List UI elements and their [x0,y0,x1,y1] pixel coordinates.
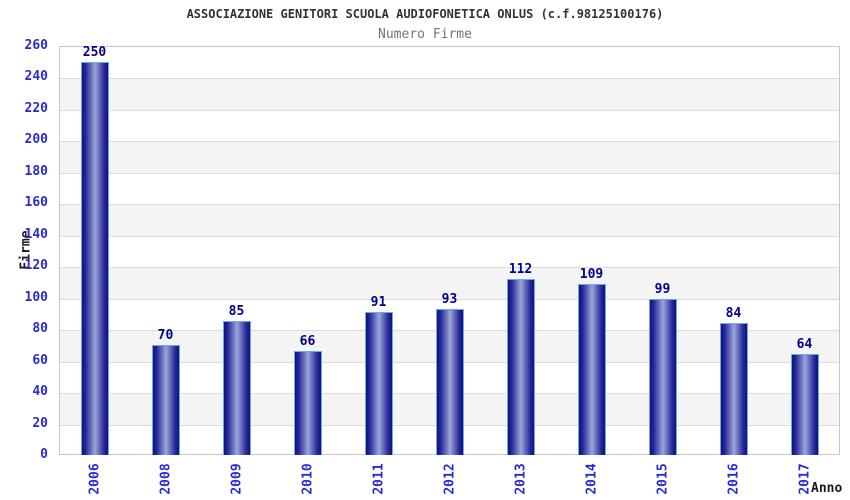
bar-value-label: 250 [82,44,107,60]
chart-title: ASSOCIAZIONE GENITORI SCUOLA AUDIOFONETI… [186,7,664,21]
bar [648,299,677,455]
bar [222,321,251,455]
bar-value-label: 70 [157,327,174,343]
x-tick-label: 2012 [442,463,457,495]
chart-subtitle: Numero Firme [378,27,472,42]
x-tick-label: 2016 [726,463,741,495]
y-tick-label: 0 [40,447,48,462]
bar-value-label: 64 [796,337,813,353]
bar [577,283,606,455]
bar-value-label: 99 [654,282,671,298]
x-axis-title: Anno [811,481,843,496]
x-tick-label: 2015 [655,463,670,495]
grid-band [60,78,839,110]
bar-value-label: 91 [370,294,387,310]
x-tick-label: 2009 [229,463,244,495]
x-tick-label: 2006 [87,463,102,495]
bar [435,308,464,455]
bar [293,351,322,455]
x-tick-label: 2008 [158,463,173,495]
gridline [60,204,839,206]
gridline [60,172,839,174]
x-tick-label: 2011 [371,463,386,495]
bar-value-label: 112 [508,261,533,277]
y-tick-label: 140 [24,226,48,242]
y-tick-label: 120 [24,258,48,274]
y-tick-label: 100 [24,289,48,305]
bar-value-label: 84 [725,305,742,321]
gridline [60,109,839,111]
gridline [60,141,839,143]
y-tick-label: 180 [24,163,48,179]
y-tick-label: 200 [24,132,48,148]
y-tick-label: 160 [24,195,48,211]
grid-band [60,141,839,173]
bar [151,344,180,455]
y-tick-label: 260 [24,38,48,53]
gridline [60,235,839,237]
bar [719,322,748,455]
bar [80,61,109,455]
y-tick-label: 220 [24,100,48,116]
gridline [60,78,839,80]
bar [506,278,535,455]
bar [364,311,393,455]
x-tick-label: 2013 [513,463,528,495]
y-tick-label: 60 [32,352,48,368]
y-tick-label: 80 [32,321,48,337]
bar-value-label: 85 [228,304,245,320]
grid-band [60,267,839,299]
bar-value-label: 66 [299,334,316,350]
x-tick-label: 2017 [797,463,812,495]
y-tick-label: 240 [24,69,48,85]
bar-value-label: 93 [441,291,458,307]
bar [790,354,819,455]
gridline [60,267,839,269]
y-tick-label: 40 [32,384,48,400]
bar-value-label: 109 [579,266,604,282]
x-tick-label: 2010 [300,463,315,495]
y-tick-label: 20 [32,415,48,431]
gridline [60,298,839,300]
grid-band [60,204,839,236]
x-tick-label: 2014 [584,463,599,495]
